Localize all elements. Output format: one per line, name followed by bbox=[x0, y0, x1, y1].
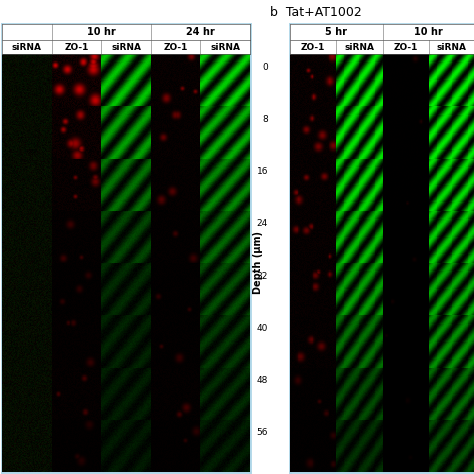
Text: 48: 48 bbox=[256, 376, 268, 385]
Text: 40: 40 bbox=[256, 324, 268, 333]
Text: b  Tat+AT1002: b Tat+AT1002 bbox=[270, 6, 362, 18]
Text: siRNA: siRNA bbox=[12, 43, 42, 52]
Text: 10 hr: 10 hr bbox=[414, 27, 443, 37]
Text: 16: 16 bbox=[256, 167, 268, 176]
Text: ZO-1: ZO-1 bbox=[301, 43, 325, 52]
Text: 24: 24 bbox=[257, 219, 268, 228]
Text: 24 hr: 24 hr bbox=[186, 27, 215, 37]
Text: ZO-1: ZO-1 bbox=[393, 43, 418, 52]
Text: ZO-1: ZO-1 bbox=[164, 43, 188, 52]
Text: 56: 56 bbox=[256, 428, 268, 438]
Text: ZO-1: ZO-1 bbox=[64, 43, 89, 52]
Text: 10 hr: 10 hr bbox=[87, 27, 116, 37]
Text: 8: 8 bbox=[262, 115, 268, 124]
Text: 0: 0 bbox=[262, 63, 268, 72]
Text: 32: 32 bbox=[256, 272, 268, 281]
Text: siRNA: siRNA bbox=[345, 43, 374, 52]
Text: siRNA: siRNA bbox=[111, 43, 141, 52]
Text: siRNA: siRNA bbox=[437, 43, 467, 52]
Text: siRNA: siRNA bbox=[210, 43, 240, 52]
Text: 5 hr: 5 hr bbox=[325, 27, 347, 37]
Text: Depth (µm): Depth (µm) bbox=[253, 231, 263, 294]
